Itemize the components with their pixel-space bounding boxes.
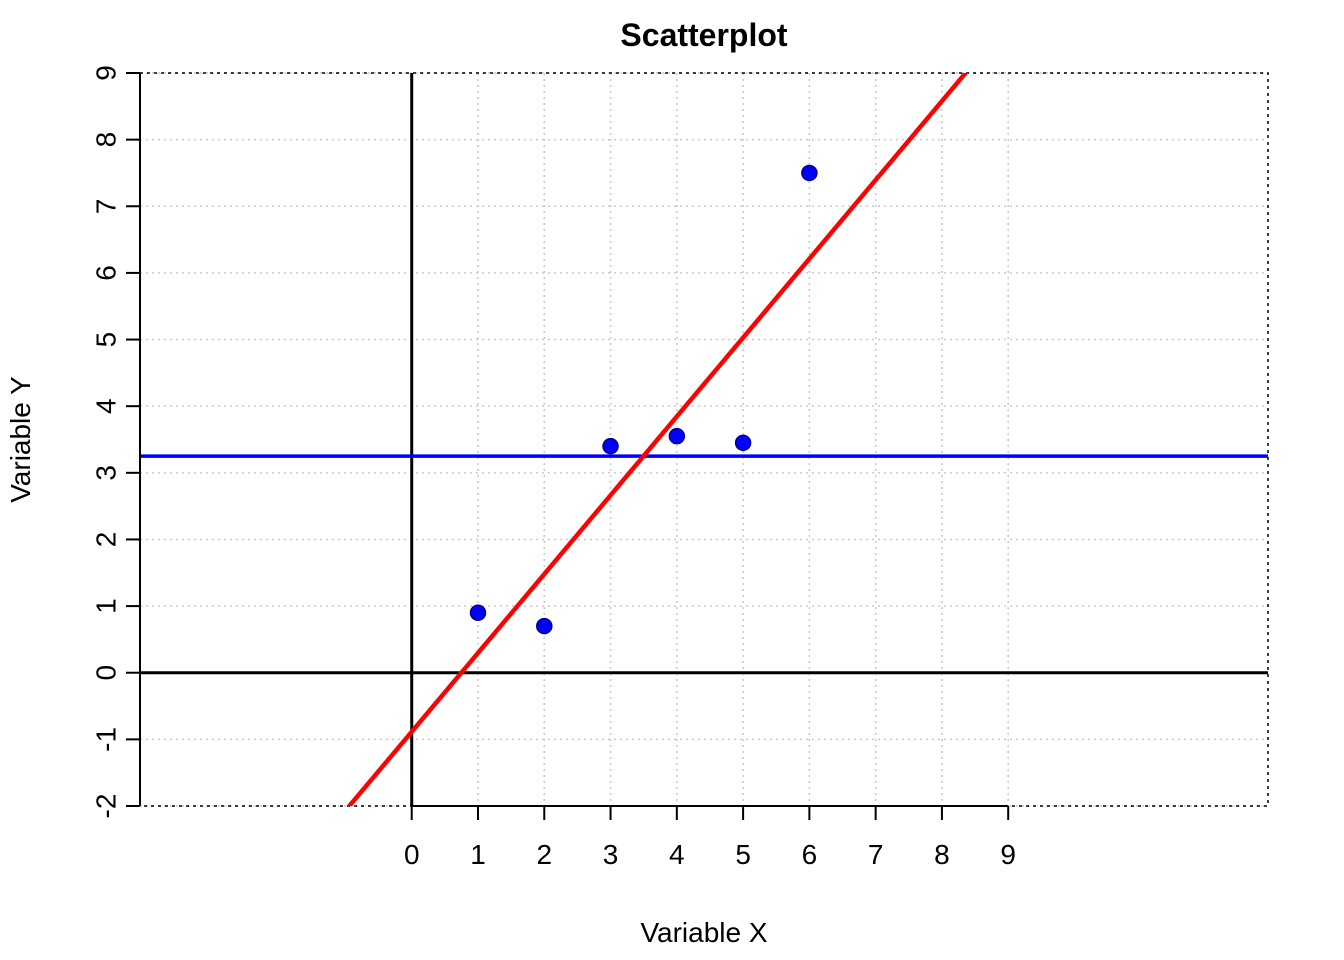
axis-ticks bbox=[126, 72, 1010, 820]
y-tick-label: 4 bbox=[90, 398, 121, 414]
plot-border bbox=[139, 72, 1269, 807]
y-tick-label: 2 bbox=[90, 532, 121, 548]
data-point bbox=[734, 434, 752, 452]
y-axis-title: Variable Y bbox=[5, 376, 36, 503]
grid bbox=[140, 72, 1268, 807]
x-tick-label: 5 bbox=[735, 839, 751, 870]
data-point bbox=[469, 604, 487, 622]
x-tick-label: 0 bbox=[404, 839, 420, 870]
x-tick-label: 2 bbox=[536, 839, 552, 870]
y-tick-label: 8 bbox=[90, 132, 121, 148]
x-tick-label: 1 bbox=[470, 839, 486, 870]
y-tick-label: 5 bbox=[90, 332, 121, 348]
y-tick-label: 9 bbox=[90, 65, 121, 81]
x-tick-label: 4 bbox=[669, 839, 685, 870]
y-tick-label: 0 bbox=[90, 665, 121, 681]
regression-line bbox=[346, 73, 969, 806]
data-point bbox=[536, 617, 553, 635]
data-points bbox=[469, 164, 818, 635]
y-tick-label: -2 bbox=[90, 794, 121, 819]
y-tick-label: 1 bbox=[90, 598, 121, 614]
y-tick-label: -1 bbox=[90, 727, 121, 752]
data-point bbox=[801, 164, 818, 182]
x-tick-label: 3 bbox=[603, 839, 619, 870]
chart-title: Scatterplot bbox=[620, 17, 787, 53]
data-point bbox=[602, 437, 619, 455]
x-tick-label: 7 bbox=[868, 839, 884, 870]
x-axis-title: Variable X bbox=[640, 917, 767, 948]
y-tick-label: 7 bbox=[90, 198, 121, 214]
y-tick-label: 3 bbox=[90, 465, 121, 481]
x-tick-label: 8 bbox=[934, 839, 950, 870]
x-tick-label: 9 bbox=[1000, 839, 1016, 870]
axis-tick-labels: 0 1 2 3 4 5 6 7 8 9 -2 -1 0 1 2 3 4 5 6 7 8 9 bbox=[90, 65, 1016, 870]
data-point bbox=[668, 427, 686, 445]
x-tick-label: 6 bbox=[802, 839, 818, 870]
y-tick-label: 6 bbox=[90, 265, 121, 281]
